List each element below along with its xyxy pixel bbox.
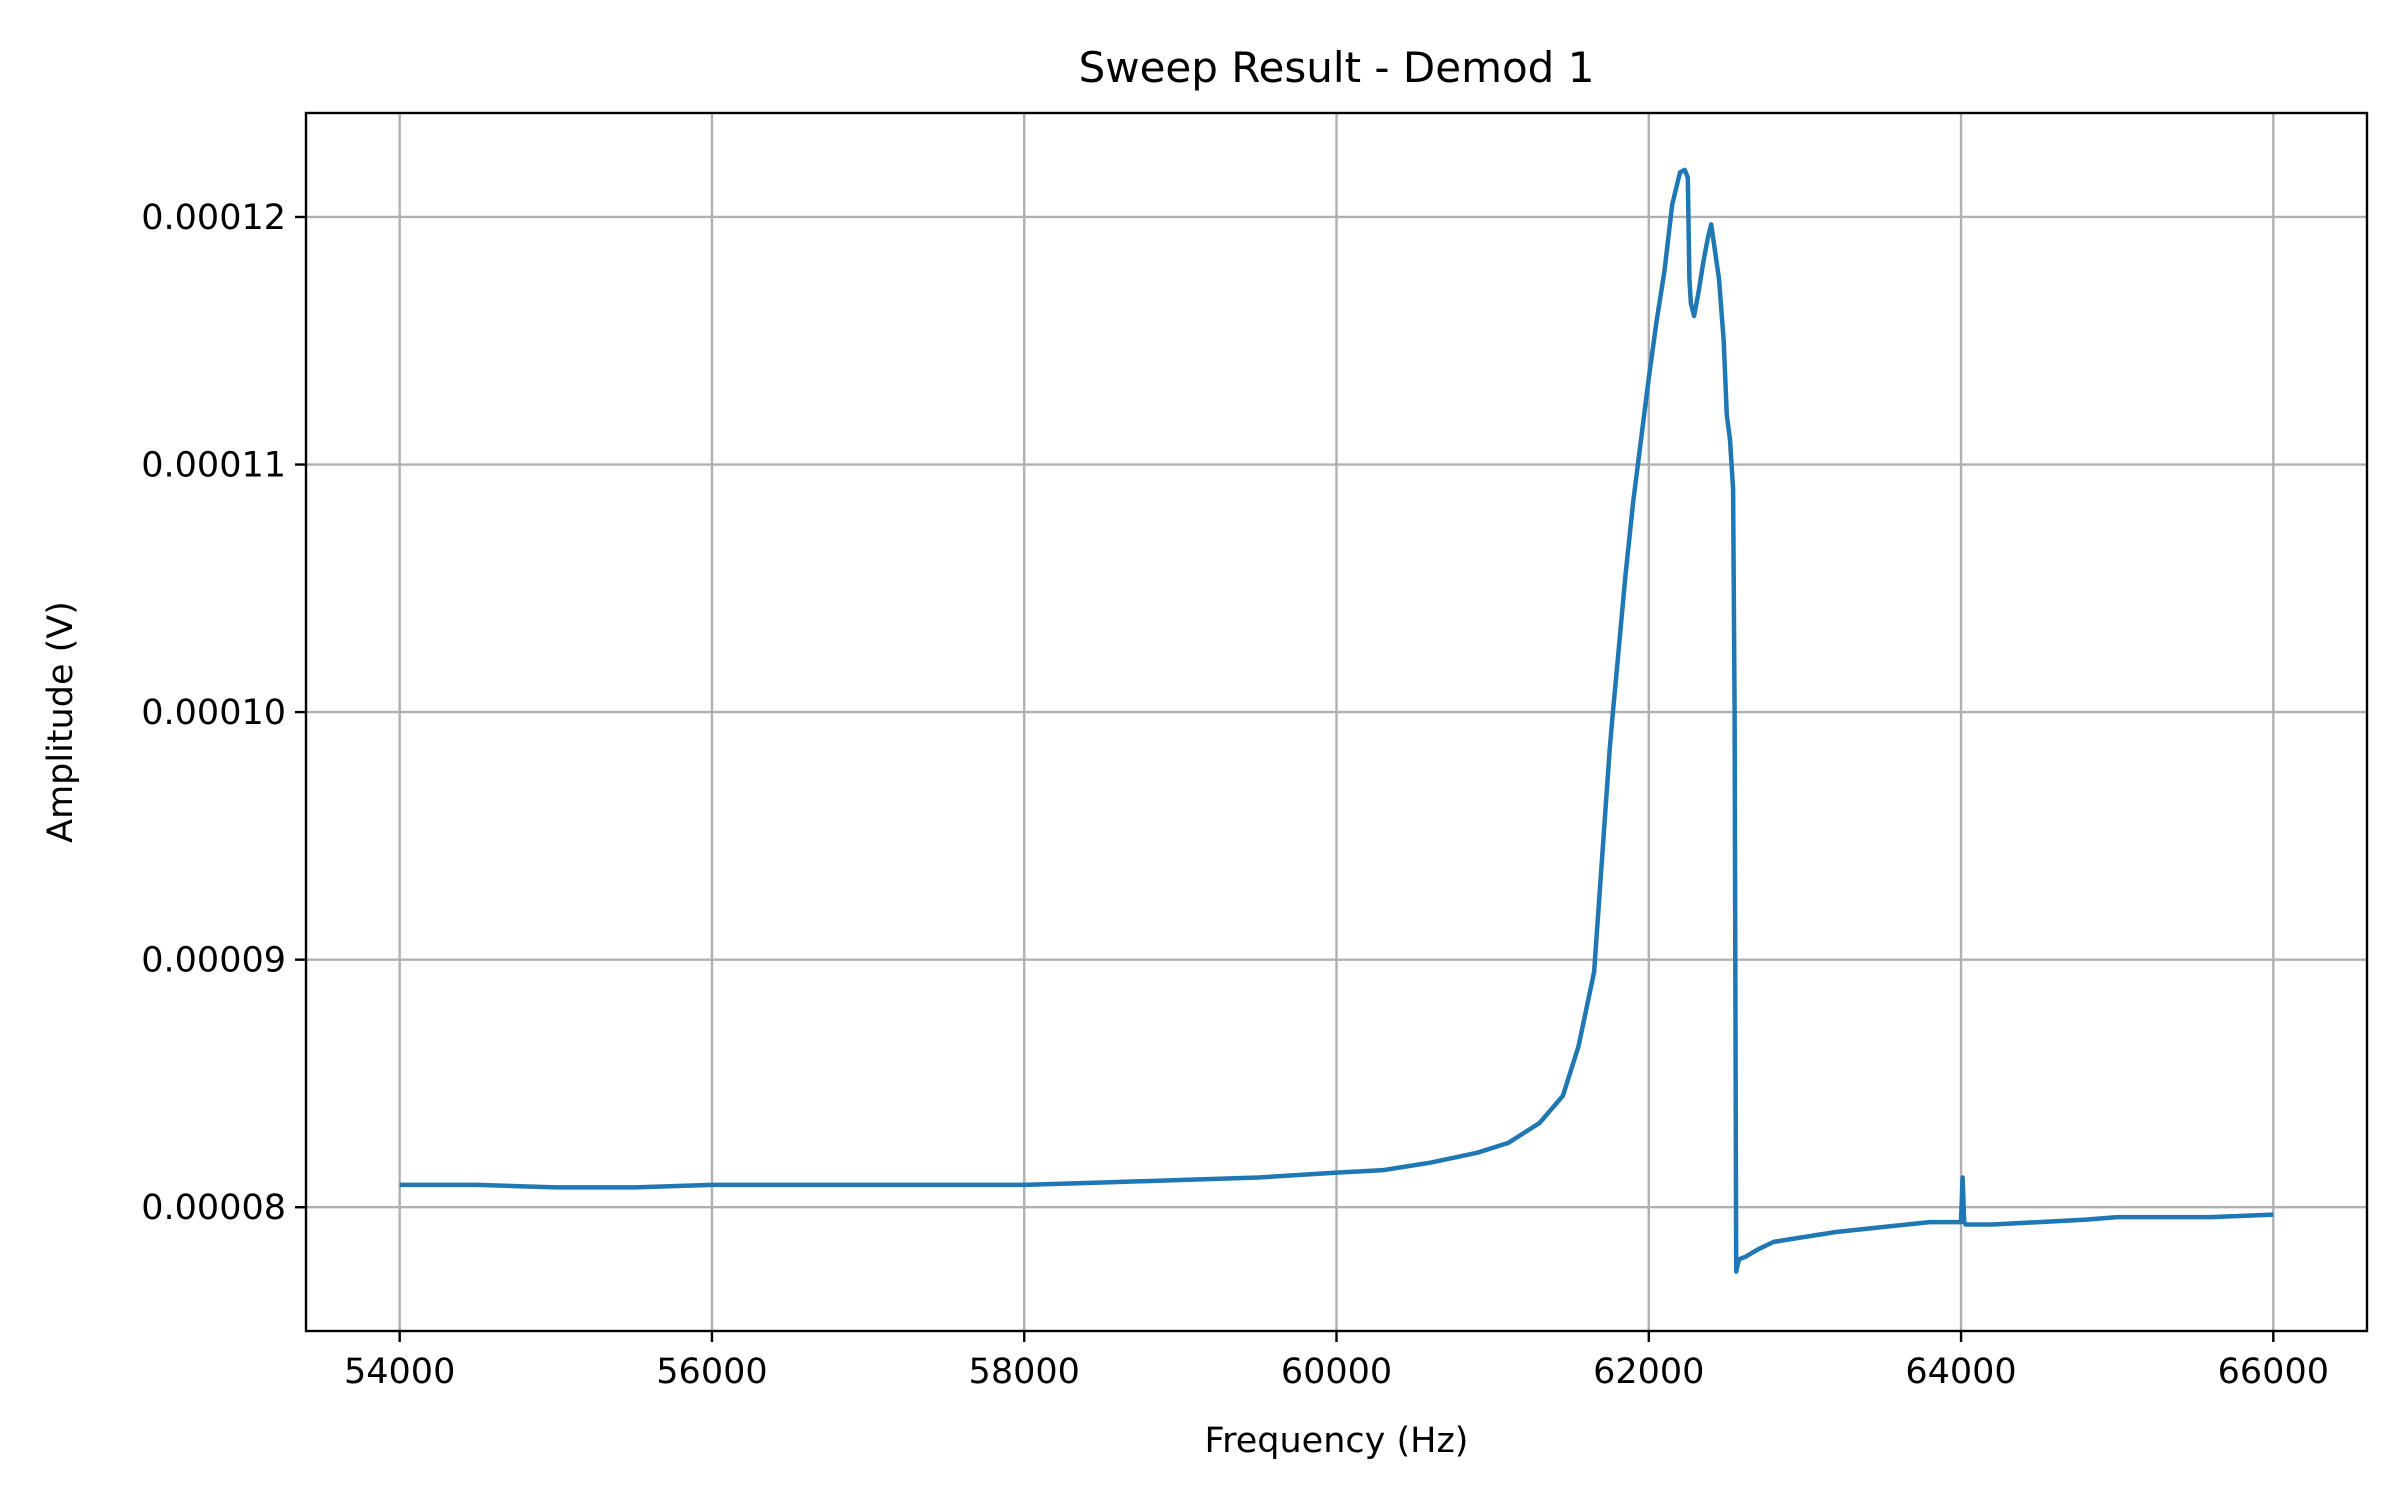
x-tick-label: 64000 — [1905, 1352, 2016, 1392]
y-tick-label: 0.00008 — [141, 1188, 286, 1228]
x-tick-label: 60000 — [1281, 1352, 1392, 1392]
x-tick-label: 62000 — [1593, 1352, 1704, 1392]
x-tick-label: 58000 — [969, 1352, 1080, 1392]
y-tick-label: 0.00009 — [141, 941, 286, 981]
x-tick-label: 54000 — [344, 1352, 455, 1392]
x-axis-label: Frequency (Hz) — [1205, 1421, 1469, 1461]
y-tick-label: 0.00011 — [141, 446, 286, 486]
chart-title: Sweep Result - Demod 1 — [1079, 43, 1595, 92]
grid — [306, 113, 2367, 1331]
y-axis-label: Amplitude (V) — [41, 601, 81, 843]
plot-frame — [304, 111, 2369, 1333]
x-axis-ticks: 54000 56000 58000 60000 62000 64000 66000 — [344, 1331, 2329, 1392]
y-axis-ticks: 0.00008 0.00009 0.00010 0.00011 0.00012 — [141, 198, 306, 1228]
x-tick-label: 66000 — [2218, 1352, 2329, 1392]
y-tick-label: 0.00010 — [141, 693, 286, 733]
y-tick-label: 0.00012 — [141, 198, 286, 238]
x-tick-label: 56000 — [656, 1352, 767, 1392]
series-line — [399, 167, 2274, 1274]
